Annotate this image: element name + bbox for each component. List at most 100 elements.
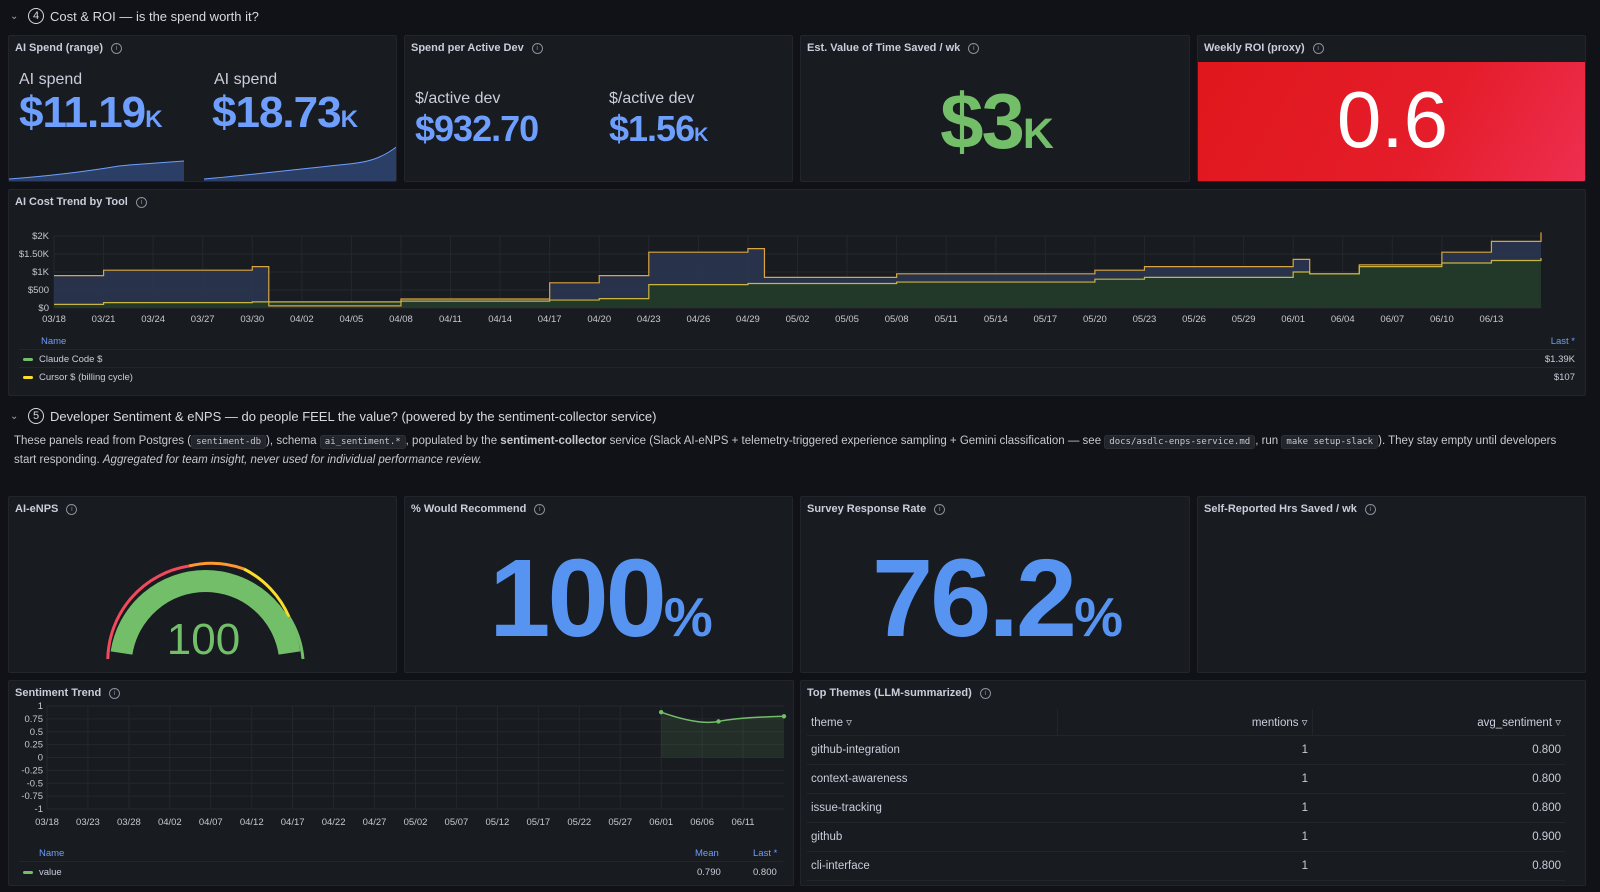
y-tick-label: -0.25: [21, 765, 43, 776]
cell-theme: cli-interface: [807, 851, 1057, 881]
chevron-down-icon: ⌄: [10, 10, 19, 22]
panel-would-recommend[interactable]: % Would Recommend i 100%: [404, 496, 793, 673]
sparklines: [9, 146, 396, 181]
panel-ai-spend[interactable]: AI Spend (range) i AI spend $11.19K AI sp…: [8, 35, 397, 182]
code-snippet: make setup-slack: [1281, 435, 1379, 449]
legend-last-header[interactable]: Last *: [1550, 336, 1575, 347]
x-tick-label: 04/14: [488, 314, 512, 325]
cell-avg-sentiment: 0.800: [1312, 793, 1565, 823]
column-header-avg-sentiment[interactable]: avg_sentiment ▿: [1311, 709, 1565, 736]
column-header-mentions[interactable]: mentions ▿: [1056, 709, 1312, 736]
stat-unit: K: [1022, 110, 1054, 158]
sparkline-area-2: [204, 147, 396, 181]
x-tick-label: 05/29: [1232, 314, 1256, 325]
panel-title-text: Weekly ROI (proxy): [1204, 42, 1305, 54]
stat-unit: %: [1074, 586, 1123, 648]
legend-divider: [19, 349, 1575, 350]
legend-item-claude[interactable]: Claude Code $: [23, 354, 102, 365]
info-icon[interactable]: i: [135, 196, 147, 208]
filter-icon[interactable]: ▿: [1301, 716, 1308, 729]
panel-title: AI Cost Trend by Tool i: [15, 196, 147, 208]
table-row: github-integration 1 0.800: [807, 735, 1565, 765]
info-icon[interactable]: i: [111, 42, 123, 54]
panel-response-rate[interactable]: Survey Response Rate i 76.2%: [800, 496, 1190, 673]
info-icon[interactable]: i: [109, 687, 121, 699]
x-tick-label: 06/01: [1281, 314, 1305, 325]
sparkline-area-1: [9, 161, 184, 181]
y-tick-label: -0.5: [27, 778, 43, 789]
panel-cost-trend[interactable]: AI Cost Trend by Tool i $0 $500 $1K $1.50K $2…: [8, 189, 1586, 396]
x-tick-label: 04/12: [240, 817, 264, 828]
info-icon[interactable]: i: [968, 42, 980, 54]
legend-label: Cursor $ (billing cycle): [39, 372, 133, 383]
panel-weekly-roi[interactable]: Weekly ROI (proxy) i 0.6: [1197, 35, 1586, 182]
row-header-cost-roi[interactable]: ⌄ 4 Cost & ROI — is the spend worth it?: [10, 8, 259, 24]
sparkline-line-1: [9, 160, 185, 180]
data-point: [781, 714, 787, 719]
info-icon[interactable]: i: [934, 503, 946, 515]
legend-last-header[interactable]: Last *: [753, 848, 778, 859]
filter-icon[interactable]: ▿: [1555, 716, 1561, 729]
info-icon[interactable]: i: [1364, 503, 1376, 515]
panel-time-saved[interactable]: Est. Value of Time Saved / wk i $3K: [800, 35, 1190, 182]
panel-ai-enps[interactable]: AI-eNPS i 100: [8, 496, 397, 673]
gauge-threshold-red: [106, 564, 190, 660]
panel-title: Est. Value of Time Saved / wk i: [807, 42, 980, 54]
legend-item-value[interactable]: value: [23, 867, 62, 878]
info-icon[interactable]: i: [66, 503, 78, 515]
x-tick-label: 04/26: [686, 314, 710, 325]
row-description: These panels read from Postgres (sentime…: [14, 432, 1564, 469]
legend-swatch: [23, 871, 33, 874]
panel-top-themes[interactable]: Top Themes (LLM-summarized) i theme ▿ men…: [800, 680, 1586, 886]
filter-icon[interactable]: ▿: [846, 716, 852, 729]
y-tick-label: 0.25: [25, 740, 44, 751]
stat-label: $/active dev: [609, 90, 695, 107]
chevron-down-icon: ⌄: [10, 410, 19, 422]
cell-theme: issue-tracking: [807, 793, 1057, 823]
x-tick-label: 05/14: [984, 314, 1008, 325]
enps-gauge: [106, 561, 305, 660]
x-tick-label: 04/11: [439, 314, 462, 325]
legend-mean-header[interactable]: Mean: [695, 848, 719, 859]
y-tick-label: $1K: [32, 267, 50, 278]
x-tick-label: 05/27: [608, 817, 632, 828]
x-tick-label: 06/01: [649, 817, 673, 828]
stat-unit: K: [340, 106, 358, 133]
column-header-theme[interactable]: theme ▿: [807, 709, 1057, 736]
legend-swatch: [23, 358, 33, 361]
row-header-sentiment[interactable]: ⌄ 5 Developer Sentiment & eNPS — do peop…: [10, 408, 657, 424]
info-icon[interactable]: i: [531, 42, 543, 54]
panel-title: % Would Recommend i: [411, 503, 546, 515]
x-tick-label: 03/21: [92, 314, 116, 325]
info-icon[interactable]: i: [1312, 42, 1324, 54]
panel-title-text: AI Cost Trend by Tool: [15, 196, 128, 208]
panel-title: AI-eNPS i: [15, 503, 78, 515]
legend-item-cursor[interactable]: Cursor $ (billing cycle): [23, 372, 133, 383]
panel-spend-per-dev[interactable]: Spend per Active Dev i $/active dev $932.…: [404, 35, 793, 182]
x-tick-label: 04/22: [322, 817, 346, 828]
stat-value-number: $18.73: [212, 88, 342, 137]
x-tick-label: 05/23: [1133, 314, 1157, 325]
panel-sentiment-trend[interactable]: Sentiment Trend i 1 0.75 0.5 0.25 0 -0.25 -0.5 -…: [8, 680, 794, 886]
x-tick-label: 04/05: [340, 314, 364, 325]
panel-title-text: AI-eNPS: [15, 503, 59, 515]
info-icon[interactable]: i: [979, 687, 991, 699]
panel-hrs-saved[interactable]: Self-Reported Hrs Saved / wk i: [1197, 496, 1586, 673]
cell-mentions: 1: [1057, 735, 1312, 765]
cost-trend-chart[interactable]: $0 $500 $1K $1.50K $2K 03/18 03/21 03/24 03/27 03…: [9, 190, 1586, 340]
panel-title-text: Top Themes (LLM-summarized): [807, 687, 972, 699]
cell-theme: github-integration: [807, 735, 1057, 765]
stat-value: $18.73K: [212, 88, 358, 138]
legend-divider: [19, 367, 1575, 368]
stat-value: $3K: [801, 76, 1189, 167]
info-icon[interactable]: i: [534, 503, 546, 515]
sentiment-trend-chart[interactable]: 1 0.75 0.5 0.25 0-0.25 -0.5 -0.75 -1 03/18 03/23 0…: [9, 681, 794, 851]
cell-avg-sentiment: 0.900: [1312, 822, 1565, 852]
x-tick-label: 04/20: [587, 314, 611, 325]
cell-mentions: 1: [1057, 851, 1312, 881]
series-area-claude: [54, 257, 1541, 308]
x-tick-label: 06/06: [690, 817, 714, 828]
cell-avg-sentiment: 0.800: [1312, 764, 1565, 794]
x-tick-label: 06/07: [1380, 314, 1404, 325]
y-tick-label: 0.75: [25, 714, 44, 725]
